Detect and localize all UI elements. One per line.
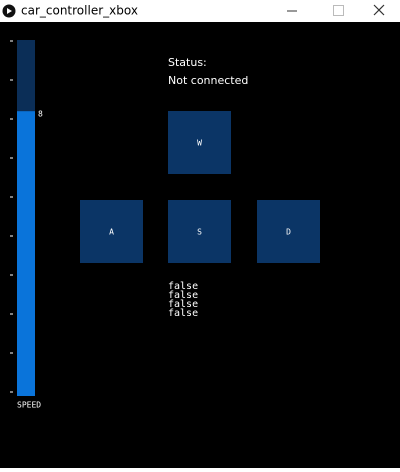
app-icon-glyph [7,8,12,14]
close-button[interactable] [373,4,385,16]
key-label: A [109,228,114,237]
slider-value: 8 [38,110,43,119]
key-button[interactable] [80,200,143,263]
key-button[interactable] [168,111,231,174]
key-label: W [197,139,202,148]
key-state: false [168,308,198,319]
key-state: false [168,299,198,310]
status-text: Not connected [168,74,248,87]
status-label: Status: [168,56,207,69]
key-state: false [168,290,198,301]
key-state: false [168,281,198,292]
key-label: S [197,228,202,237]
key-button[interactable] [168,200,231,263]
slider-label: SPEED [17,401,41,410]
slider-fill [17,111,35,396]
window-title: car_controller_xbox [21,4,138,18]
maximize-button[interactable] [333,5,344,16]
title-bar [0,0,400,22]
key-button[interactable] [257,200,320,263]
slider-ticks [10,40,13,393]
key-label: D [286,228,291,237]
